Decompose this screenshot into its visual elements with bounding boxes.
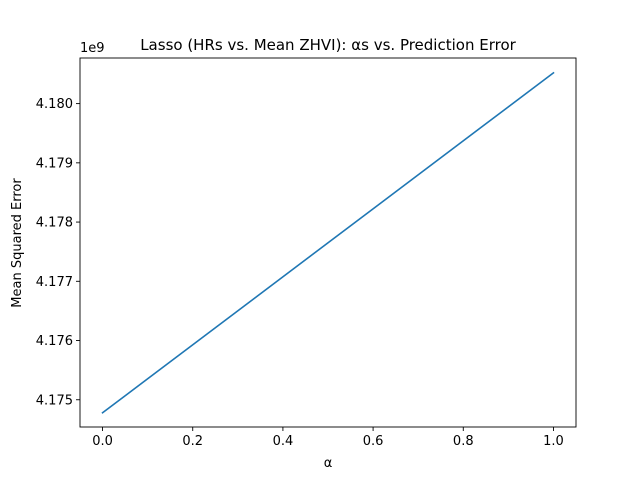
x-axis-title: α bbox=[324, 456, 333, 471]
y-tick-label: 4.175 bbox=[36, 393, 73, 408]
x-tick-label: 0.4 bbox=[273, 434, 294, 449]
y-axis-title: Mean Squared Error bbox=[10, 178, 25, 308]
y-axis-offset-label: 1e9 bbox=[80, 41, 105, 56]
x-tick-label: 0.0 bbox=[92, 434, 113, 449]
y-tick-label: 4.179 bbox=[36, 156, 73, 171]
y-tick-label: 4.176 bbox=[36, 334, 73, 349]
chart-title: Lasso (HRs vs. Mean ZHVI): αs vs. Predic… bbox=[140, 36, 516, 54]
plot-area: 0.0 0.2 0.4 0.6 0.8 1.0 4.175 4.176 4.177 4.178 4.… bbox=[36, 57, 577, 449]
axes-frame bbox=[79, 57, 577, 428]
x-tick-label: 1.0 bbox=[543, 434, 564, 449]
y-tick-label: 4.178 bbox=[36, 216, 73, 231]
y-tick-label: 4.180 bbox=[36, 97, 73, 112]
x-tick-label: 0.6 bbox=[363, 434, 384, 449]
x-tick-label: 0.2 bbox=[182, 434, 203, 449]
x-tick-label: 0.8 bbox=[453, 434, 474, 449]
series-line-0 bbox=[101, 71, 555, 414]
y-tick-label: 4.177 bbox=[36, 275, 73, 290]
